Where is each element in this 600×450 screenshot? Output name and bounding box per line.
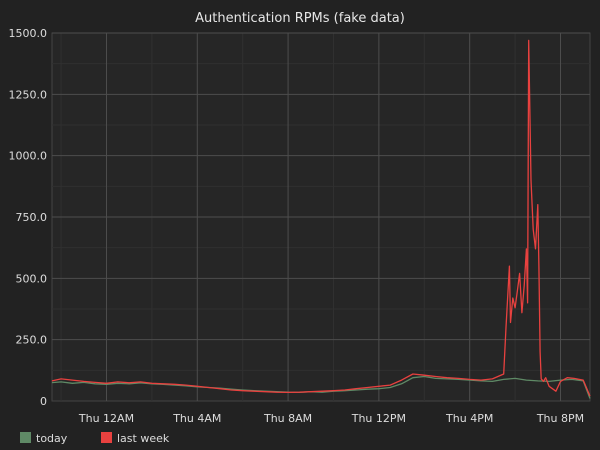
x-tick-label: Thu 8AM — [263, 412, 312, 425]
x-tick-label: Thu 12AM — [78, 412, 134, 425]
x-tick-label: Thu 12PM — [351, 412, 406, 425]
y-tick-label: 750.0 — [16, 211, 48, 224]
y-axis-ticks: 0 250.0 500.0 750.0 1000.0 1250.0 1500.0 — [9, 27, 48, 408]
y-tick-label: 0 — [40, 395, 47, 408]
legend-item[interactable]: last week — [101, 432, 170, 445]
y-tick-label: 250.0 — [16, 334, 48, 347]
x-tick-label: Thu 4AM — [172, 412, 221, 425]
legend: today last week — [20, 432, 170, 445]
legend-item[interactable]: today — [20, 432, 68, 445]
major-grid — [52, 32, 590, 401]
legend-swatch — [101, 432, 112, 443]
y-tick-label: 1250.0 — [9, 88, 48, 101]
x-tick-label: Thu 4PM — [445, 412, 493, 425]
legend-label: today — [36, 432, 68, 445]
y-tick-label: 1000.0 — [9, 150, 48, 163]
legend-swatch — [20, 432, 31, 443]
y-tick-label: 500.0 — [16, 272, 48, 285]
series-line-last-week — [51, 39, 591, 397]
chart-title: Authentication RPMs (fake data) — [195, 11, 405, 26]
series-line-today — [51, 375, 591, 399]
series-layer — [51, 39, 591, 399]
y-tick-label: 1500.0 — [9, 27, 48, 40]
legend-label: last week — [117, 432, 170, 445]
x-tick-label: Thu 8PM — [536, 412, 584, 425]
x-axis-ticks: Thu 12AM Thu 4AM Thu 8AM Thu 12PM Thu 4PM Thu… — [78, 412, 584, 425]
